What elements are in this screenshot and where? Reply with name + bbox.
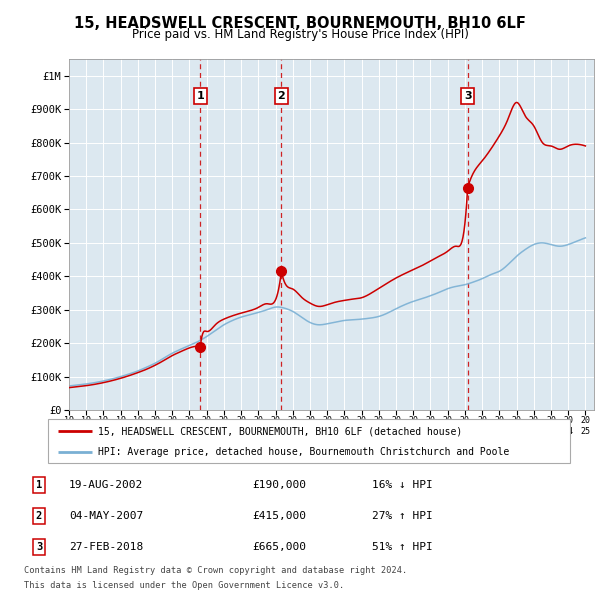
Text: HPI: Average price, detached house, Bournemouth Christchurch and Poole: HPI: Average price, detached house, Bour… [98,447,509,457]
Text: 27% ↑ HPI: 27% ↑ HPI [372,511,433,521]
Text: Contains HM Land Registry data © Crown copyright and database right 2024.: Contains HM Land Registry data © Crown c… [24,566,407,575]
Text: 16% ↓ HPI: 16% ↓ HPI [372,480,433,490]
Text: 1: 1 [36,480,42,490]
Text: £415,000: £415,000 [252,511,306,521]
Text: 3: 3 [36,542,42,552]
Text: 3: 3 [464,91,472,101]
Text: This data is licensed under the Open Government Licence v3.0.: This data is licensed under the Open Gov… [24,581,344,589]
Text: £665,000: £665,000 [252,542,306,552]
Text: 15, HEADSWELL CRESCENT, BOURNEMOUTH, BH10 6LF: 15, HEADSWELL CRESCENT, BOURNEMOUTH, BH1… [74,16,526,31]
Text: Price paid vs. HM Land Registry's House Price Index (HPI): Price paid vs. HM Land Registry's House … [131,28,469,41]
Text: 27-FEB-2018: 27-FEB-2018 [69,542,143,552]
Text: 04-MAY-2007: 04-MAY-2007 [69,511,143,521]
Text: 51% ↑ HPI: 51% ↑ HPI [372,542,433,552]
Text: £190,000: £190,000 [252,480,306,490]
Text: 19-AUG-2002: 19-AUG-2002 [69,480,143,490]
Text: 1: 1 [196,91,204,101]
Text: 2: 2 [36,511,42,521]
Text: 15, HEADSWELL CRESCENT, BOURNEMOUTH, BH10 6LF (detached house): 15, HEADSWELL CRESCENT, BOURNEMOUTH, BH1… [98,427,462,436]
Text: 2: 2 [278,91,285,101]
